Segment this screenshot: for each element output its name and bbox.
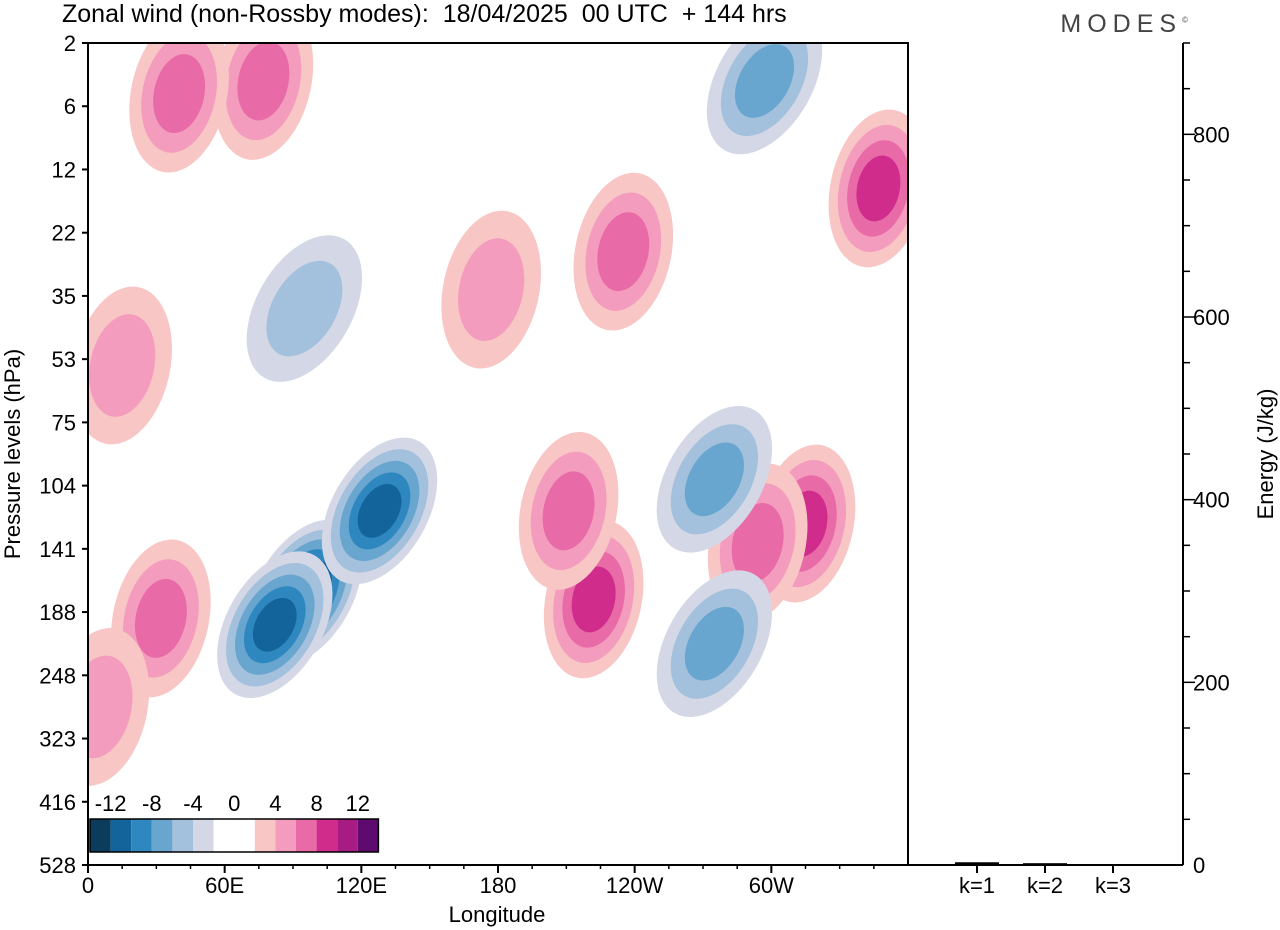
y-tick-label: 141 xyxy=(39,537,76,562)
contour-blob xyxy=(237,43,290,121)
energy-category-label: k=3 xyxy=(1095,873,1131,898)
longitude-axis: 0 60E 120E 180 120W 60W xyxy=(82,865,875,898)
colorbar-swatch xyxy=(90,819,111,852)
colorbar-swatch xyxy=(357,819,379,852)
y-tick-label: 53 xyxy=(52,347,76,372)
contour-blob xyxy=(134,578,187,658)
modes-logo: MODES© xyxy=(1060,10,1188,39)
colorbar-swatch xyxy=(131,819,152,852)
colorbar-label: -12 xyxy=(95,791,127,816)
x-axis-title: Longitude xyxy=(449,902,546,927)
energy-bar xyxy=(1091,864,1135,865)
chart-title: Zonal wind (non-Rossby modes): 18/04/202… xyxy=(62,0,787,28)
colorbar-swatch xyxy=(234,819,255,852)
contour-blob xyxy=(266,260,343,357)
y-tick-label: 2 xyxy=(64,31,76,56)
y-tick-label: 248 xyxy=(39,663,76,688)
y-tick-label: 528 xyxy=(39,853,76,878)
energy-category-label: k=1 xyxy=(959,873,995,898)
colorbar-label: 12 xyxy=(346,791,370,816)
y-tick-label: 416 xyxy=(39,790,76,815)
x-tick-label: 120E xyxy=(336,873,387,898)
colorbar-swatch xyxy=(172,819,193,852)
contour-blob xyxy=(89,314,156,417)
contour-blob xyxy=(684,606,744,681)
energy-bar xyxy=(1023,863,1067,865)
x-tick-label: 180 xyxy=(480,873,517,898)
colorbar-swatch xyxy=(316,819,338,852)
colorbar-swatch xyxy=(193,819,214,852)
colorbar-swatch xyxy=(110,819,132,852)
colorbar-border xyxy=(89,818,380,853)
y-axis-title: Pressure levels (hPa) xyxy=(0,349,25,559)
contour-blob xyxy=(734,44,795,118)
energy-tick-label: 400 xyxy=(1193,488,1230,513)
brand-mark: © xyxy=(1182,15,1188,25)
colorbar-label: 8 xyxy=(310,791,322,816)
y-tick-label: 22 xyxy=(52,221,76,246)
energy-tick-label: 800 xyxy=(1193,122,1230,147)
contour-blob xyxy=(542,471,595,551)
contour-blob xyxy=(88,655,133,759)
energy-axis-title: Energy (J/kg) xyxy=(1253,389,1278,520)
y-tick-label: 35 xyxy=(52,284,76,309)
colorbar-label: 4 xyxy=(269,791,281,816)
x-tick-label: 0 xyxy=(82,873,94,898)
colorbar-label: -4 xyxy=(183,791,203,816)
contour-blob xyxy=(856,155,901,222)
y-tick-label: 12 xyxy=(52,157,76,182)
y-tick-label: 75 xyxy=(52,410,76,435)
contour-blob xyxy=(571,566,616,633)
y-tick-label: 323 xyxy=(39,727,76,752)
colorbar-swatch xyxy=(254,819,276,852)
colorbar-label: 0 xyxy=(228,791,240,816)
colorbar: -12 -8 -4 0 4 8 12 xyxy=(89,791,380,853)
contour-blob xyxy=(357,483,402,538)
map-frame xyxy=(87,42,909,866)
contour-blob xyxy=(597,212,650,292)
colorbar-swatch xyxy=(213,819,235,852)
contour-blob xyxy=(252,597,297,652)
contour-blob xyxy=(153,54,206,134)
y-tick-label: 6 xyxy=(64,94,76,119)
colorbar-label: -8 xyxy=(142,791,162,816)
energy-bar xyxy=(955,862,999,865)
contour-blob xyxy=(684,442,744,517)
energy-tick-label: 0 xyxy=(1193,853,1205,878)
colorbar-swatch xyxy=(337,819,358,852)
contour-field xyxy=(88,43,908,786)
y-tick-label: 188 xyxy=(39,600,76,625)
x-tick-label: 60E xyxy=(205,873,244,898)
colorbar-swatch xyxy=(151,819,173,852)
contour-blob xyxy=(731,503,784,582)
x-tick-label: 120W xyxy=(606,873,664,898)
energy-category-label: k=2 xyxy=(1027,873,1063,898)
colorbar-swatch xyxy=(296,819,317,852)
brand-text: MODES xyxy=(1060,10,1183,38)
energy-tick-label: 200 xyxy=(1193,670,1230,695)
energy-tick-label: 600 xyxy=(1193,305,1230,330)
energy-panel: 0 200 400 600 800 k=1 k=2 k=3 xyxy=(908,42,1230,898)
x-tick-label: 60W xyxy=(749,873,794,898)
contour-blob xyxy=(458,238,525,341)
pressure-axis: 2 6 12 22 35 53 75 104 141 188 248 323 416 528 xyxy=(39,31,88,878)
colorbar-swatch xyxy=(275,819,296,852)
y-tick-label: 104 xyxy=(39,474,76,499)
